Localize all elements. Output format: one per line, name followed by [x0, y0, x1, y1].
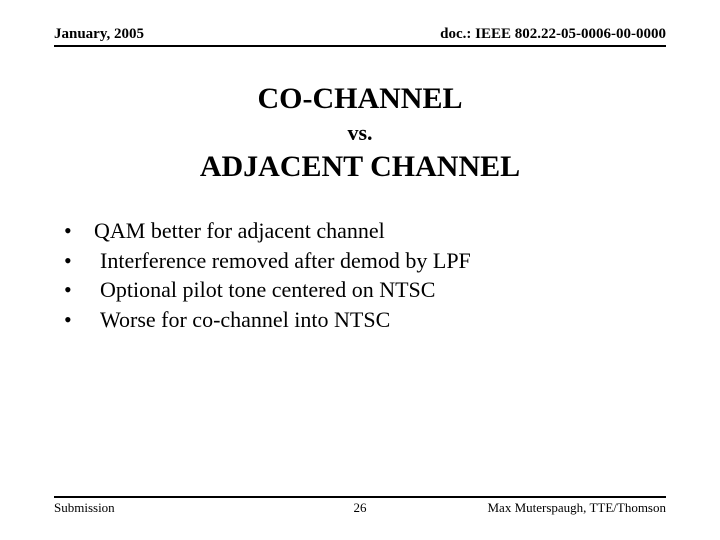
bullet-text: QAM better for adjacent channel	[94, 216, 666, 246]
bullet-icon: •	[60, 275, 94, 305]
title-line-2: vs.	[0, 120, 720, 146]
header-date: January, 2005	[54, 26, 144, 43]
bullet-icon: •	[60, 305, 94, 335]
title-line-3: ADJACENT CHANNEL	[0, 150, 720, 184]
bullet-text: Optional pilot tone centered on NTSC	[94, 275, 666, 305]
list-item: • Optional pilot tone centered on NTSC	[60, 275, 666, 305]
bullet-text: Interference removed after demod by LPF	[94, 246, 666, 276]
title-block: CO-CHANNEL vs. ADJACENT CHANNEL	[0, 82, 720, 184]
slide-footer: Submission 26 Max Muterspaugh, TTE/Thoms…	[54, 496, 666, 516]
footer-left: Submission	[54, 500, 115, 516]
list-item: • Worse for co-channel into NTSC	[60, 305, 666, 335]
title-line-1: CO-CHANNEL	[0, 82, 720, 116]
list-item: • Interference removed after demod by LP…	[60, 246, 666, 276]
slide-header: January, 2005 doc.: IEEE 802.22-05-0006-…	[54, 26, 666, 47]
list-item: • QAM better for adjacent channel	[60, 216, 666, 246]
header-doc-id: doc.: IEEE 802.22-05-0006-00-0000	[440, 26, 666, 43]
bullet-text: Worse for co-channel into NTSC	[94, 305, 666, 335]
bullet-icon: •	[60, 246, 94, 276]
bullet-list: • QAM better for adjacent channel • Inte…	[60, 216, 666, 335]
bullet-icon: •	[60, 216, 94, 246]
footer-author: Max Muterspaugh, TTE/Thomson	[488, 500, 667, 516]
